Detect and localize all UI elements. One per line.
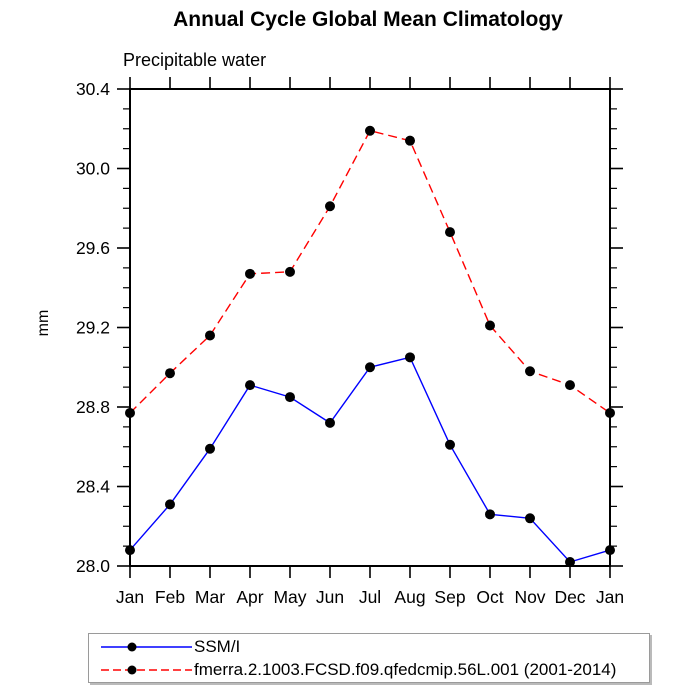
x-tick-label: Oct [476,587,503,607]
y-tick-label: 30.4 [76,79,110,99]
data-point-1-Dec [565,380,575,391]
data-point-1-Apr [245,268,255,279]
data-point-0-Jul [365,362,375,373]
legend-marker-0 [127,642,137,651]
data-point-0-Jun [325,417,335,428]
data-point-0-Feb [165,499,175,510]
x-tick-label: Jan [116,587,144,607]
data-point-1-May [285,266,295,277]
data-point-0-Sep [445,439,455,450]
y-tick-label: 28.4 [76,477,110,497]
data-point-0-Mar [205,443,215,454]
chart-subtitle: Precipitable water [123,50,267,70]
x-tick-label: Jul [359,587,381,607]
y-tick-label: 28.0 [76,556,110,576]
x-tick-label: Aug [394,587,425,607]
legend-entry-ssmi: SSM/I [99,635,649,658]
legend-entry-fmerra: fmerra.2.1003.FCSD.f09.qfedcmip.56L.001 … [99,658,649,681]
x-tick-label: Jun [316,587,344,607]
legend-line-symbol-ssmi [101,642,192,651]
legend-marker-1 [127,665,137,674]
x-tick-label: May [273,587,306,607]
legend-line-symbol-fmerra [101,665,192,674]
plot-frame [129,88,611,567]
data-point-1-Jul [365,125,375,136]
x-tick-label: Jan [596,587,624,607]
x-tick-label: Dec [554,587,585,607]
data-point-0-Aug [405,352,415,363]
x-tick-label: Nov [514,587,545,607]
series-line-0 [129,356,611,563]
data-point-1-Oct [485,320,495,331]
legend-label-ssmi: SSM/I [194,637,241,656]
data-point-0-Apr [245,380,255,391]
x-tick-label: Apr [236,587,263,607]
data-point-0-May [285,392,295,403]
data-point-1-Sep [445,227,455,238]
chart-title: Annual Cycle Global Mean Climatology [173,8,563,31]
x-tick-label: Sep [434,587,465,607]
data-point-0-Dec [565,557,575,568]
x-tick-label: Feb [155,587,185,607]
y-tick-label: 30.0 [76,159,110,179]
data-point-1-Mar [205,330,215,341]
data-point-1-Feb [165,368,175,379]
legend-label-fmerra: fmerra.2.1003.FCSD.f09.qfedcmip.56L.001 … [194,660,617,679]
data-point-1-Jun [325,201,335,212]
y-tick-label: 28.8 [76,397,110,417]
x-tick-label: Mar [195,587,225,607]
legend-box: SSM/I fmerra.2.1003.FCSD.f09.qfedcmip.56… [88,633,650,683]
data-point-0-Oct [485,509,495,520]
data-point-1-Aug [405,135,415,146]
data-point-1-Jan [605,407,615,418]
data-point-0-Jan [605,545,615,556]
data-point-0-Nov [525,513,535,524]
data-point-1-Jan [125,407,135,418]
y-tick-label: 29.6 [76,238,110,258]
data-point-1-Nov [525,366,535,377]
y-tick-label: 29.2 [76,318,110,338]
data-point-0-Jan [125,545,135,556]
